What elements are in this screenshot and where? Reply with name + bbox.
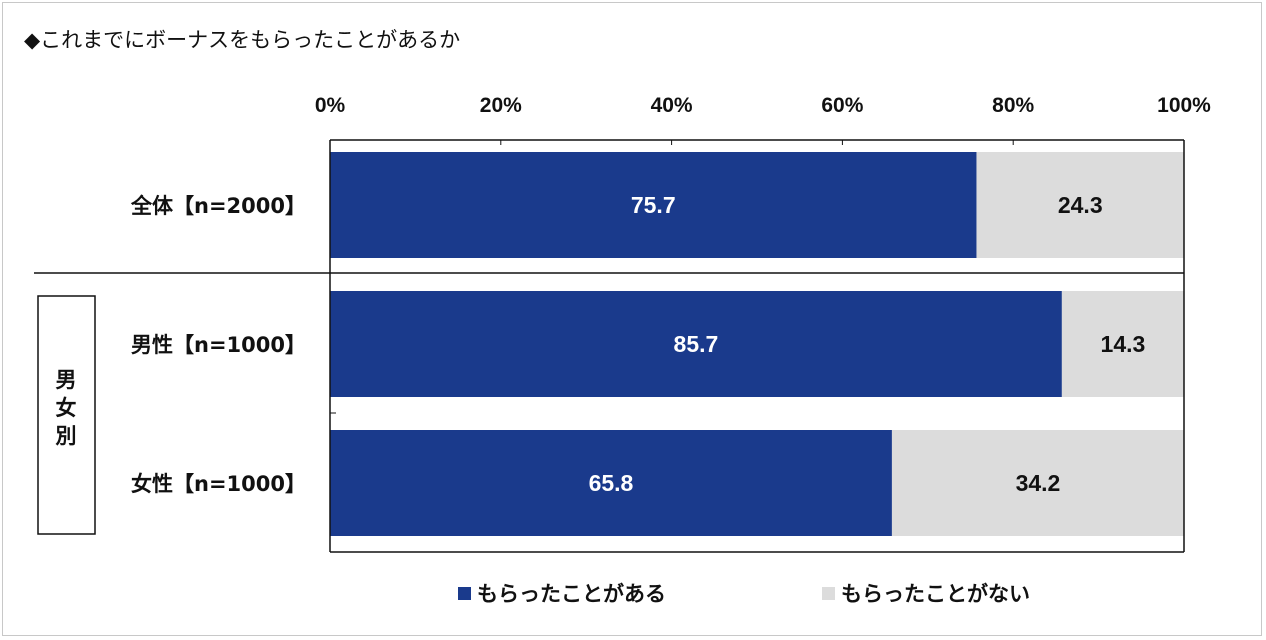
bar-segment <box>891 430 1184 536</box>
x-tick-label: 80% <box>992 94 1034 117</box>
x-tick-label: 100% <box>1157 94 1211 117</box>
group-label: 男女別 <box>56 368 77 448</box>
legend-swatch <box>458 587 471 600</box>
category-label: 女性【n=1000】 <box>131 472 306 496</box>
chart-title: ◆これまでにボーナスをもらったことがあるか <box>24 28 461 52</box>
category-labels: 全体【n=2000】男性【n=1000】女性【n=1000】 <box>130 194 306 496</box>
legend-label: もらったことがある <box>477 582 666 606</box>
legend-swatch <box>822 587 835 600</box>
x-tick-label: 0% <box>315 94 346 117</box>
group-label-box <box>37 295 96 535</box>
legend: もらったことがある もらったことがない <box>458 582 1030 606</box>
legend-label: もらったことがない <box>841 582 1030 606</box>
data-label: 75.7 <box>631 192 676 218</box>
bar-segment <box>330 291 1062 397</box>
x-tick-label: 40% <box>651 94 693 117</box>
bar-segment <box>1061 291 1184 397</box>
data-label: 85.7 <box>674 331 719 357</box>
category-label: 男性【n=1000】 <box>131 333 306 357</box>
data-label: 65.8 <box>589 470 634 496</box>
x-axis-ticks: 0% 20% 40% 60% 80% 100% <box>315 94 1211 414</box>
category-label: 全体【n=2000】 <box>130 194 306 218</box>
data-label: 34.2 <box>1016 470 1061 496</box>
bar-segment <box>330 152 977 258</box>
data-label: 24.3 <box>1058 192 1103 218</box>
bar-segment <box>330 430 892 536</box>
bars: 75.7 24.3 85.7 14.3 65.8 34.2 <box>330 152 1184 536</box>
data-label: 14.3 <box>1101 331 1146 357</box>
x-tick-label: 20% <box>480 94 522 117</box>
bar-segment <box>976 152 1184 258</box>
x-tick-label: 60% <box>821 94 863 117</box>
